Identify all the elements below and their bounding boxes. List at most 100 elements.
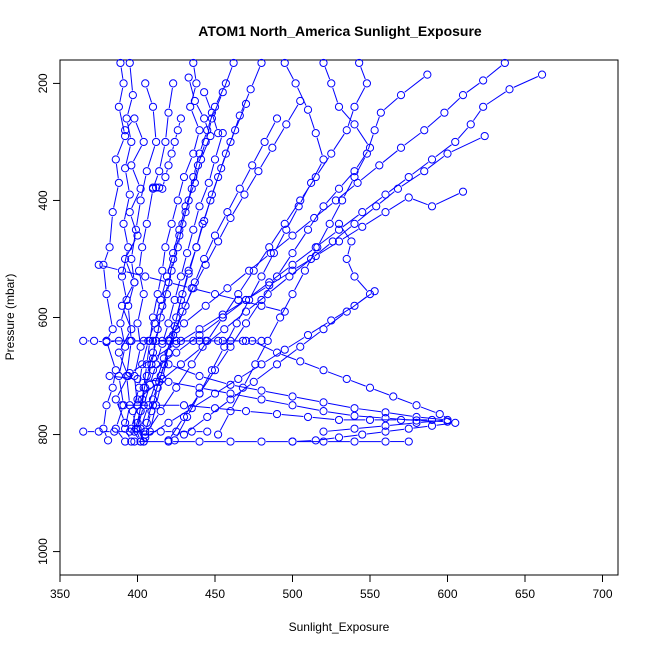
series-segment (270, 279, 287, 292)
data-point (288, 392, 297, 401)
data-point (221, 79, 230, 88)
data-point (152, 377, 161, 386)
data-point (223, 284, 232, 293)
series-segment (193, 344, 206, 361)
series-segment (157, 362, 163, 378)
series-segment (166, 228, 171, 243)
series-segment (120, 356, 127, 372)
series-segment (156, 354, 173, 368)
series-segment (175, 304, 181, 322)
data-point (272, 348, 282, 357)
data-point (201, 260, 210, 269)
data-point (121, 437, 130, 446)
data-point (226, 336, 235, 346)
data-point (158, 301, 167, 310)
data-point (226, 407, 235, 416)
series-segment (280, 349, 297, 362)
data-point (479, 76, 488, 85)
data-point (172, 339, 181, 348)
data-point (389, 392, 398, 401)
series-segment (196, 288, 211, 294)
series-segment (202, 319, 220, 333)
data-point (147, 360, 156, 369)
series-segment (183, 292, 192, 308)
data-point (319, 407, 328, 416)
series-segment (265, 351, 282, 363)
data-point (103, 436, 113, 445)
data-point (245, 266, 254, 275)
y-tick-label: 400 (36, 190, 50, 210)
series-segment (178, 367, 190, 385)
data-point (266, 249, 275, 258)
data-point (238, 336, 247, 346)
data-point (220, 342, 229, 351)
data-point (161, 137, 170, 147)
data-point (296, 196, 305, 205)
series-segment (120, 333, 130, 349)
data-point (114, 102, 124, 111)
series-segment (379, 191, 395, 204)
data-point (203, 412, 212, 422)
data-point (342, 307, 351, 316)
series-segment (215, 137, 222, 156)
data-point (365, 289, 375, 299)
series-segment (272, 267, 290, 281)
series-segment (162, 181, 165, 185)
data-point (184, 269, 193, 278)
series-segment (451, 137, 481, 153)
data-point (303, 330, 313, 340)
data-point (183, 249, 192, 258)
series-segment (153, 380, 160, 396)
series-segment (162, 251, 166, 267)
series-segment (486, 91, 506, 105)
series-segment (227, 314, 243, 327)
data-point (263, 336, 272, 346)
data-point (111, 155, 120, 164)
series-segment (107, 391, 112, 402)
series-segment (343, 180, 353, 197)
data-point (257, 336, 266, 346)
data-point (125, 208, 134, 217)
series-segment (172, 204, 178, 220)
series-segment (131, 409, 137, 425)
data-point (79, 336, 88, 346)
series-segment (141, 175, 147, 197)
data-point (427, 421, 437, 430)
data-point (133, 395, 142, 404)
data-point (108, 383, 117, 392)
series-28 (130, 437, 413, 446)
data-point (117, 266, 127, 275)
series-segment (513, 76, 539, 88)
data-point (127, 161, 136, 170)
data-point (404, 172, 413, 182)
data-point (161, 172, 170, 182)
data-point (138, 243, 147, 252)
data-point (342, 374, 351, 384)
series-segment (115, 163, 119, 179)
series-segment (269, 321, 279, 338)
data-point (404, 437, 413, 446)
data-point (207, 366, 216, 375)
data-point (451, 137, 460, 147)
chart-title: ATOM1 North_America Sunlight_Exposure (198, 23, 482, 39)
data-point (375, 161, 384, 170)
data-point (102, 337, 111, 347)
data-point (350, 404, 359, 413)
series-segment (123, 309, 131, 326)
series-segment (142, 345, 148, 360)
series-segment (242, 300, 258, 306)
series-segment (357, 293, 372, 304)
data-point (334, 433, 344, 442)
series-segment (404, 77, 425, 93)
data-point (148, 401, 158, 410)
series-segment (176, 420, 186, 437)
series-segment (120, 67, 124, 79)
data-point (121, 254, 130, 264)
data-point (350, 120, 359, 129)
series-segment (314, 243, 330, 257)
series-segment (217, 350, 229, 367)
data-point (189, 172, 198, 182)
data-point (148, 183, 158, 192)
data-point (187, 184, 196, 193)
series-segment (135, 122, 143, 138)
